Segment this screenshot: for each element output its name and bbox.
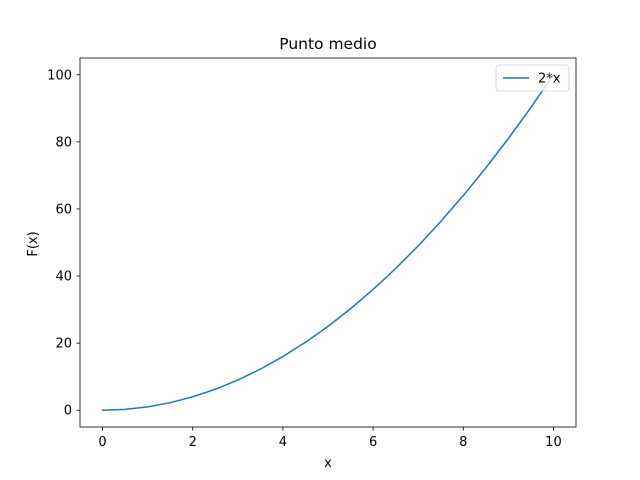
y-tick-label-2: 40: [55, 270, 72, 285]
chart-title: Punto medio: [279, 35, 376, 53]
series-line-0: [101, 73, 555, 412]
x-tick-label-2: 4: [279, 435, 287, 450]
x-tick-label-4: 8: [459, 435, 467, 450]
x-tick-label-5: 10: [545, 435, 562, 450]
x-tick-label-0: 0: [98, 435, 106, 450]
x-tick-label-1: 2: [189, 435, 197, 450]
y-tick-label-1: 20: [55, 337, 72, 352]
x-axis-label: x: [324, 456, 332, 471]
legend-box: [495, 64, 570, 92]
y-tick-label-3: 60: [55, 202, 72, 217]
axes-frame: [79, 57, 577, 428]
y-tick-label-0: 0: [64, 404, 72, 419]
legend-label-0: 2*x: [538, 72, 561, 87]
y-tick-label-5: 100: [47, 68, 72, 83]
x-tick-label-3: 6: [369, 435, 377, 450]
y-tick-label-4: 80: [55, 135, 72, 150]
y-axis-label: F(x): [26, 231, 41, 256]
